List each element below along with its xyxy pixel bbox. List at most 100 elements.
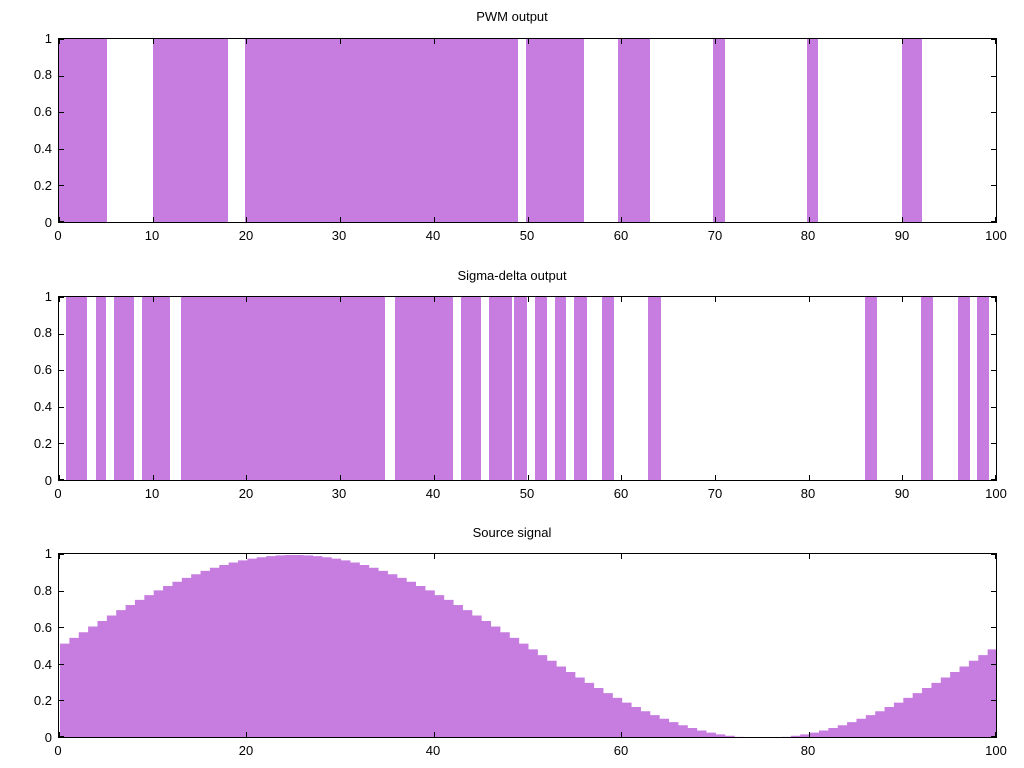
plot-area-sigma-delta	[58, 296, 997, 481]
pwm-xtick-40: 40	[425, 228, 441, 243]
panel-pwm: PWM output 1 0.8 0.6 0.4 0.2 0 0 10 20 3…	[0, 0, 1024, 256]
panel-source-signal: Source signal 1 0.8 0.6 0.4 0.2 0 0 20 4…	[0, 516, 1024, 768]
x-tick-mark	[246, 217, 248, 222]
x-tick-mark	[808, 475, 810, 480]
x-tick-mark	[340, 39, 342, 44]
x-tick-mark	[808, 732, 810, 737]
x-tick-mark	[714, 475, 716, 480]
sd-ytick-02: 0.2	[33, 436, 52, 451]
pwm-xtick-0: 0	[54, 228, 62, 243]
x-tick-mark	[246, 475, 248, 480]
x-tick-mark	[340, 217, 342, 222]
x-tick-mark	[808, 217, 810, 222]
y-tick-mark	[59, 443, 64, 445]
src-xtick-60: 60	[613, 743, 629, 758]
pulse-block	[713, 39, 726, 222]
pwm-xtick-20: 20	[238, 228, 254, 243]
src-xtick-0: 0	[54, 743, 62, 758]
sd-xtick-100: 100	[985, 486, 1007, 501]
y-tick-mark	[991, 627, 996, 629]
y-tick-mark	[59, 185, 64, 187]
sd-xtick-10: 10	[144, 486, 160, 501]
sd-ytick-0: 0	[44, 473, 52, 488]
x-tick-mark	[714, 217, 716, 222]
y-tick-mark	[991, 148, 996, 150]
pulse-block	[460, 297, 481, 480]
y-tick-mark	[59, 75, 64, 77]
x-tick-mark	[902, 217, 904, 222]
x-tick-mark	[902, 297, 904, 302]
x-tick-mark	[433, 217, 435, 222]
src-ytick-0: 0	[44, 730, 52, 745]
pulse-block	[535, 297, 548, 480]
y-tick-mark	[991, 554, 996, 555]
sd-xtick-40: 40	[425, 486, 441, 501]
y-tick-mark	[991, 112, 996, 114]
x-tick-mark	[246, 732, 248, 737]
panel-title-pwm: PWM output	[476, 9, 548, 24]
y-tick-mark	[59, 39, 64, 40]
x-tick-mark	[808, 39, 810, 44]
src-xtick-20: 20	[238, 743, 254, 758]
y-tick-mark	[59, 297, 64, 298]
x-tick-mark	[808, 297, 810, 302]
pwm-xtick-60: 60	[613, 228, 629, 243]
y-tick-mark	[991, 75, 996, 77]
pulse-block	[514, 297, 527, 480]
y-tick-mark	[991, 370, 996, 372]
sd-xtick-70: 70	[707, 486, 723, 501]
x-tick-mark	[995, 39, 996, 44]
x-tick-mark	[433, 475, 435, 480]
y-tick-mark	[59, 590, 64, 592]
sd-xtick-0: 0	[54, 486, 62, 501]
x-tick-mark	[621, 475, 623, 480]
y-tick-mark	[991, 700, 996, 702]
x-tick-mark	[152, 217, 154, 222]
pulse-block	[977, 297, 990, 480]
pwm-ytick-06: 0.6	[33, 104, 52, 119]
x-tick-mark	[433, 732, 435, 737]
panel-title-source-signal: Source signal	[472, 525, 552, 540]
x-tick-mark	[995, 475, 996, 480]
y-tick-mark	[991, 297, 996, 298]
panel-title-sigma-delta: Sigma-delta output	[457, 268, 567, 283]
x-tick-mark	[59, 39, 60, 44]
src-ytick-1: 1	[44, 546, 52, 561]
y-tick-mark	[59, 221, 64, 222]
x-tick-mark	[527, 297, 529, 302]
x-tick-mark	[59, 475, 60, 480]
pulse-block	[864, 297, 877, 480]
y-tick-mark	[991, 443, 996, 445]
pwm-ytick-02: 0.2	[33, 178, 52, 193]
pwm-xtick-70: 70	[707, 228, 723, 243]
sd-xtick-50: 50	[519, 486, 535, 501]
y-tick-mark	[59, 700, 64, 702]
pulse-block	[65, 297, 88, 480]
panel-sigma-delta: Sigma-delta output 1 0.8 0.6 0.4 0.2 0 0…	[0, 258, 1024, 514]
x-tick-mark	[621, 39, 623, 44]
x-tick-mark	[621, 217, 623, 222]
x-tick-mark	[152, 475, 154, 480]
x-tick-mark	[902, 39, 904, 44]
pulse-block	[489, 297, 513, 480]
pulse-block	[601, 297, 614, 480]
sd-xtick-90: 90	[894, 486, 910, 501]
x-tick-mark	[59, 217, 60, 222]
y-tick-mark	[991, 333, 996, 335]
pwm-xtick-90: 90	[894, 228, 910, 243]
pwm-ytick-04: 0.4	[33, 141, 52, 156]
x-tick-mark	[714, 39, 716, 44]
sd-xtick-60: 60	[613, 486, 629, 501]
x-tick-mark	[995, 217, 996, 222]
y-tick-mark	[59, 627, 64, 629]
pulse-block	[245, 39, 519, 222]
src-ytick-06: 0.6	[33, 620, 52, 635]
pulse-block	[96, 297, 106, 480]
sd-ytick-1: 1	[44, 289, 52, 304]
x-tick-mark	[433, 39, 435, 44]
src-ytick-04: 0.4	[33, 657, 52, 672]
y-tick-mark	[59, 663, 64, 665]
x-tick-mark	[59, 297, 60, 302]
pulse-block	[574, 297, 587, 480]
pulse-block	[114, 297, 134, 480]
